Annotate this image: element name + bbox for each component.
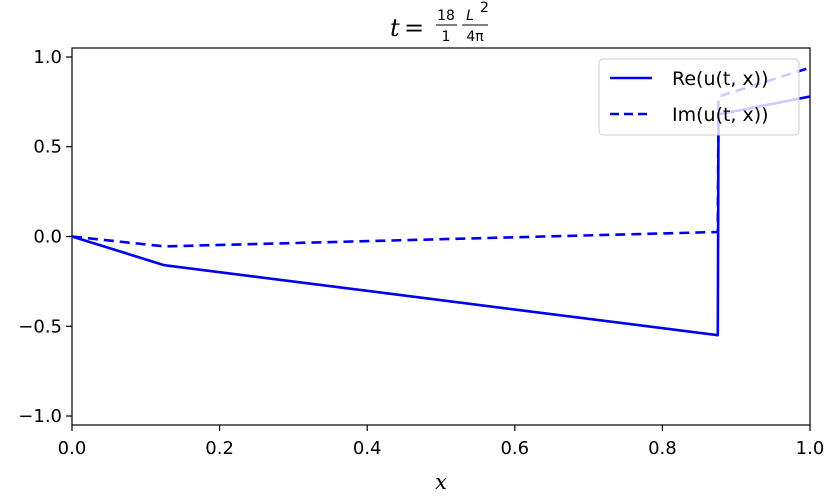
title-frac2-sup: 2 bbox=[480, 0, 489, 16]
legend-label-re: Re(u(t, x)) bbox=[672, 68, 769, 90]
chart-title: t = 18 1 L 2 4π bbox=[390, 0, 489, 45]
x-tick-label: 0.2 bbox=[205, 438, 234, 459]
x-tick-label: 0.8 bbox=[648, 438, 677, 459]
y-tick-label: 1.0 bbox=[33, 47, 62, 68]
y-tick-label: 0.0 bbox=[33, 227, 62, 248]
title-frac1-num: 18 bbox=[437, 8, 455, 24]
title-frac2-num: L bbox=[466, 8, 474, 24]
y-tick-label: −1.0 bbox=[18, 406, 62, 427]
title-variable: t bbox=[390, 14, 400, 42]
legend: Re(u(t, x)) Im(u(t, x)) bbox=[598, 58, 800, 136]
x-tick-label: 0.4 bbox=[353, 438, 382, 459]
x-tick-label: 1.0 bbox=[796, 438, 825, 459]
x-tick-label: 0.6 bbox=[500, 438, 529, 459]
y-tick-label: 0.5 bbox=[33, 137, 62, 158]
y-tick-label: −0.5 bbox=[18, 316, 62, 337]
series-line-im bbox=[71, 66, 811, 248]
title-frac2-den: 4π bbox=[466, 29, 484, 45]
title-frac1-den: 1 bbox=[442, 29, 451, 45]
legend-label-im: Im(u(t, x)) bbox=[672, 104, 769, 126]
title-equals: = bbox=[404, 14, 424, 42]
x-tick-label: 0.0 bbox=[58, 438, 87, 459]
x-axis-label: x bbox=[435, 470, 447, 494]
ticks: 0.0 0.2 0.4 0.6 0.8 1.0 1.0 0.5 0.0 −0.5 −1.0 bbox=[18, 47, 824, 459]
